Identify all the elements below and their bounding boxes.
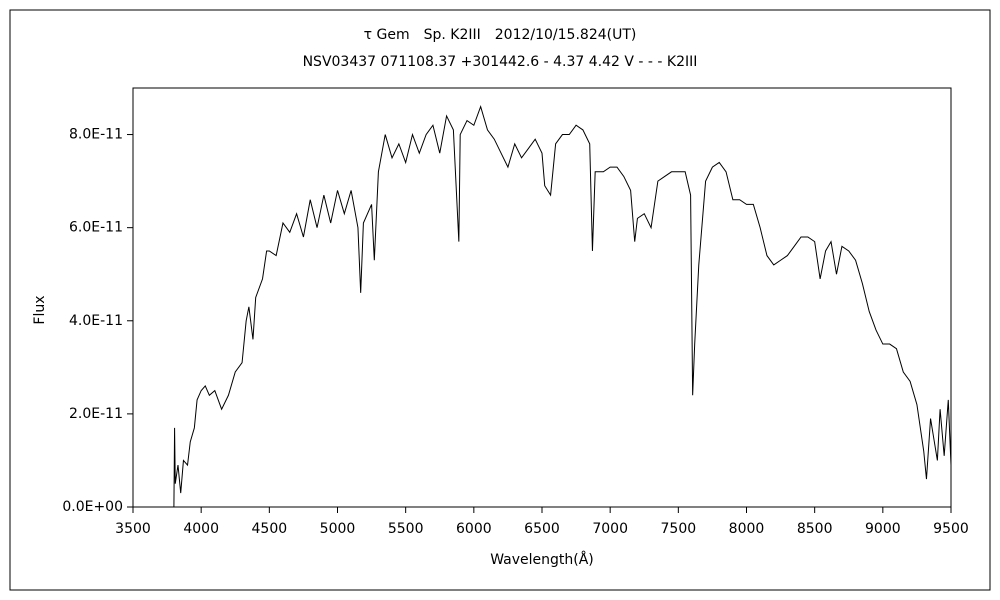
y-tick-label: 6.0E-11 xyxy=(69,220,123,236)
y-tick-label: 8.0E-11 xyxy=(69,127,123,143)
y-tick-label: 4.0E-11 xyxy=(69,313,123,329)
y-axis-label: Flux xyxy=(32,295,48,324)
x-tick-label: 7000 xyxy=(592,521,628,537)
x-tick-label: 5000 xyxy=(320,521,356,537)
y-tick-label: 0.0E+00 xyxy=(62,499,123,515)
x-tick-label: 6500 xyxy=(524,521,560,537)
x-tick-label: 9500 xyxy=(933,521,969,537)
x-tick-label: 3500 xyxy=(115,521,151,537)
x-tick-label: 7500 xyxy=(661,521,697,537)
chart-title: τ Gem Sp. K2III 2012/10/15.824(UT) xyxy=(364,27,637,43)
x-tick-label: 8000 xyxy=(729,521,765,537)
x-tick-label: 8500 xyxy=(797,521,833,537)
x-tick-label: 6000 xyxy=(456,521,492,537)
spectrum-line xyxy=(173,105,952,508)
x-tick-label: 5500 xyxy=(388,521,424,537)
chart-subtitle: NSV03437 071108.37 +301442.6 - 4.37 4.42… xyxy=(303,54,698,70)
chart-frame xyxy=(9,9,991,591)
x-axis-label: Wavelength(Å) xyxy=(490,551,594,568)
x-tick-label: 4000 xyxy=(183,521,219,537)
x-tick-label: 9000 xyxy=(865,521,901,537)
y-tick-label: 2.0E-11 xyxy=(69,406,123,422)
x-tick-label: 4500 xyxy=(252,521,288,537)
